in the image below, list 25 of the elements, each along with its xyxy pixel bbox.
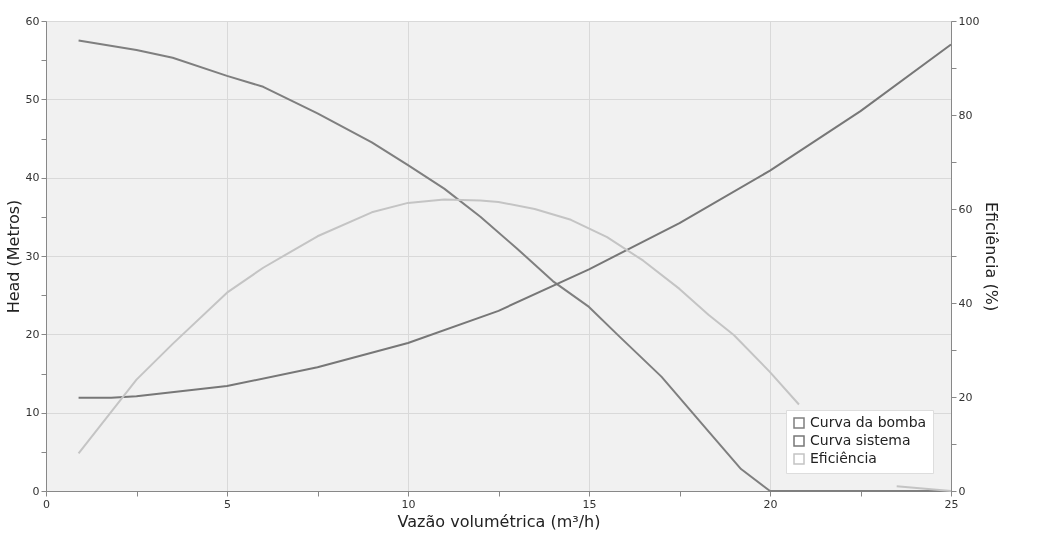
x-axis-title: Vazão volumétrica (m³/h) <box>397 511 601 531</box>
x-tick-label: 25 <box>944 497 959 511</box>
y-tick-label: 10 <box>25 406 40 420</box>
y2-tick-label: 60 <box>958 202 973 216</box>
legend-label: Curva sistema <box>810 432 911 448</box>
legend-label: Curva da bomba <box>810 414 927 430</box>
y2-axis-title: Eficiência (%) <box>982 201 1002 312</box>
y-tick-label: 0 <box>32 484 40 498</box>
y2-tick-label: 20 <box>958 390 973 404</box>
x-tick-label: 20 <box>763 497 778 511</box>
y2-tick-label: 100 <box>958 14 980 28</box>
y2-tick-label: 0 <box>958 484 966 498</box>
y-tick-label: 30 <box>25 249 40 263</box>
x-tick-label: 10 <box>401 497 416 511</box>
y-tick-label: 40 <box>25 171 40 185</box>
x-tick-label: 0 <box>43 497 50 511</box>
y-tick-label: 20 <box>25 327 40 341</box>
legend-label: Eficiência <box>810 450 877 466</box>
y2-tick-label: 40 <box>958 296 973 310</box>
y-tick-label: 60 <box>25 14 40 28</box>
y-axis-title: Head (Metros) <box>3 199 23 314</box>
y2-tick-label: 80 <box>958 108 973 122</box>
x-tick-label: 5 <box>224 497 231 511</box>
x-tick-label: 15 <box>582 497 597 511</box>
y-tick-label: 50 <box>25 92 40 106</box>
